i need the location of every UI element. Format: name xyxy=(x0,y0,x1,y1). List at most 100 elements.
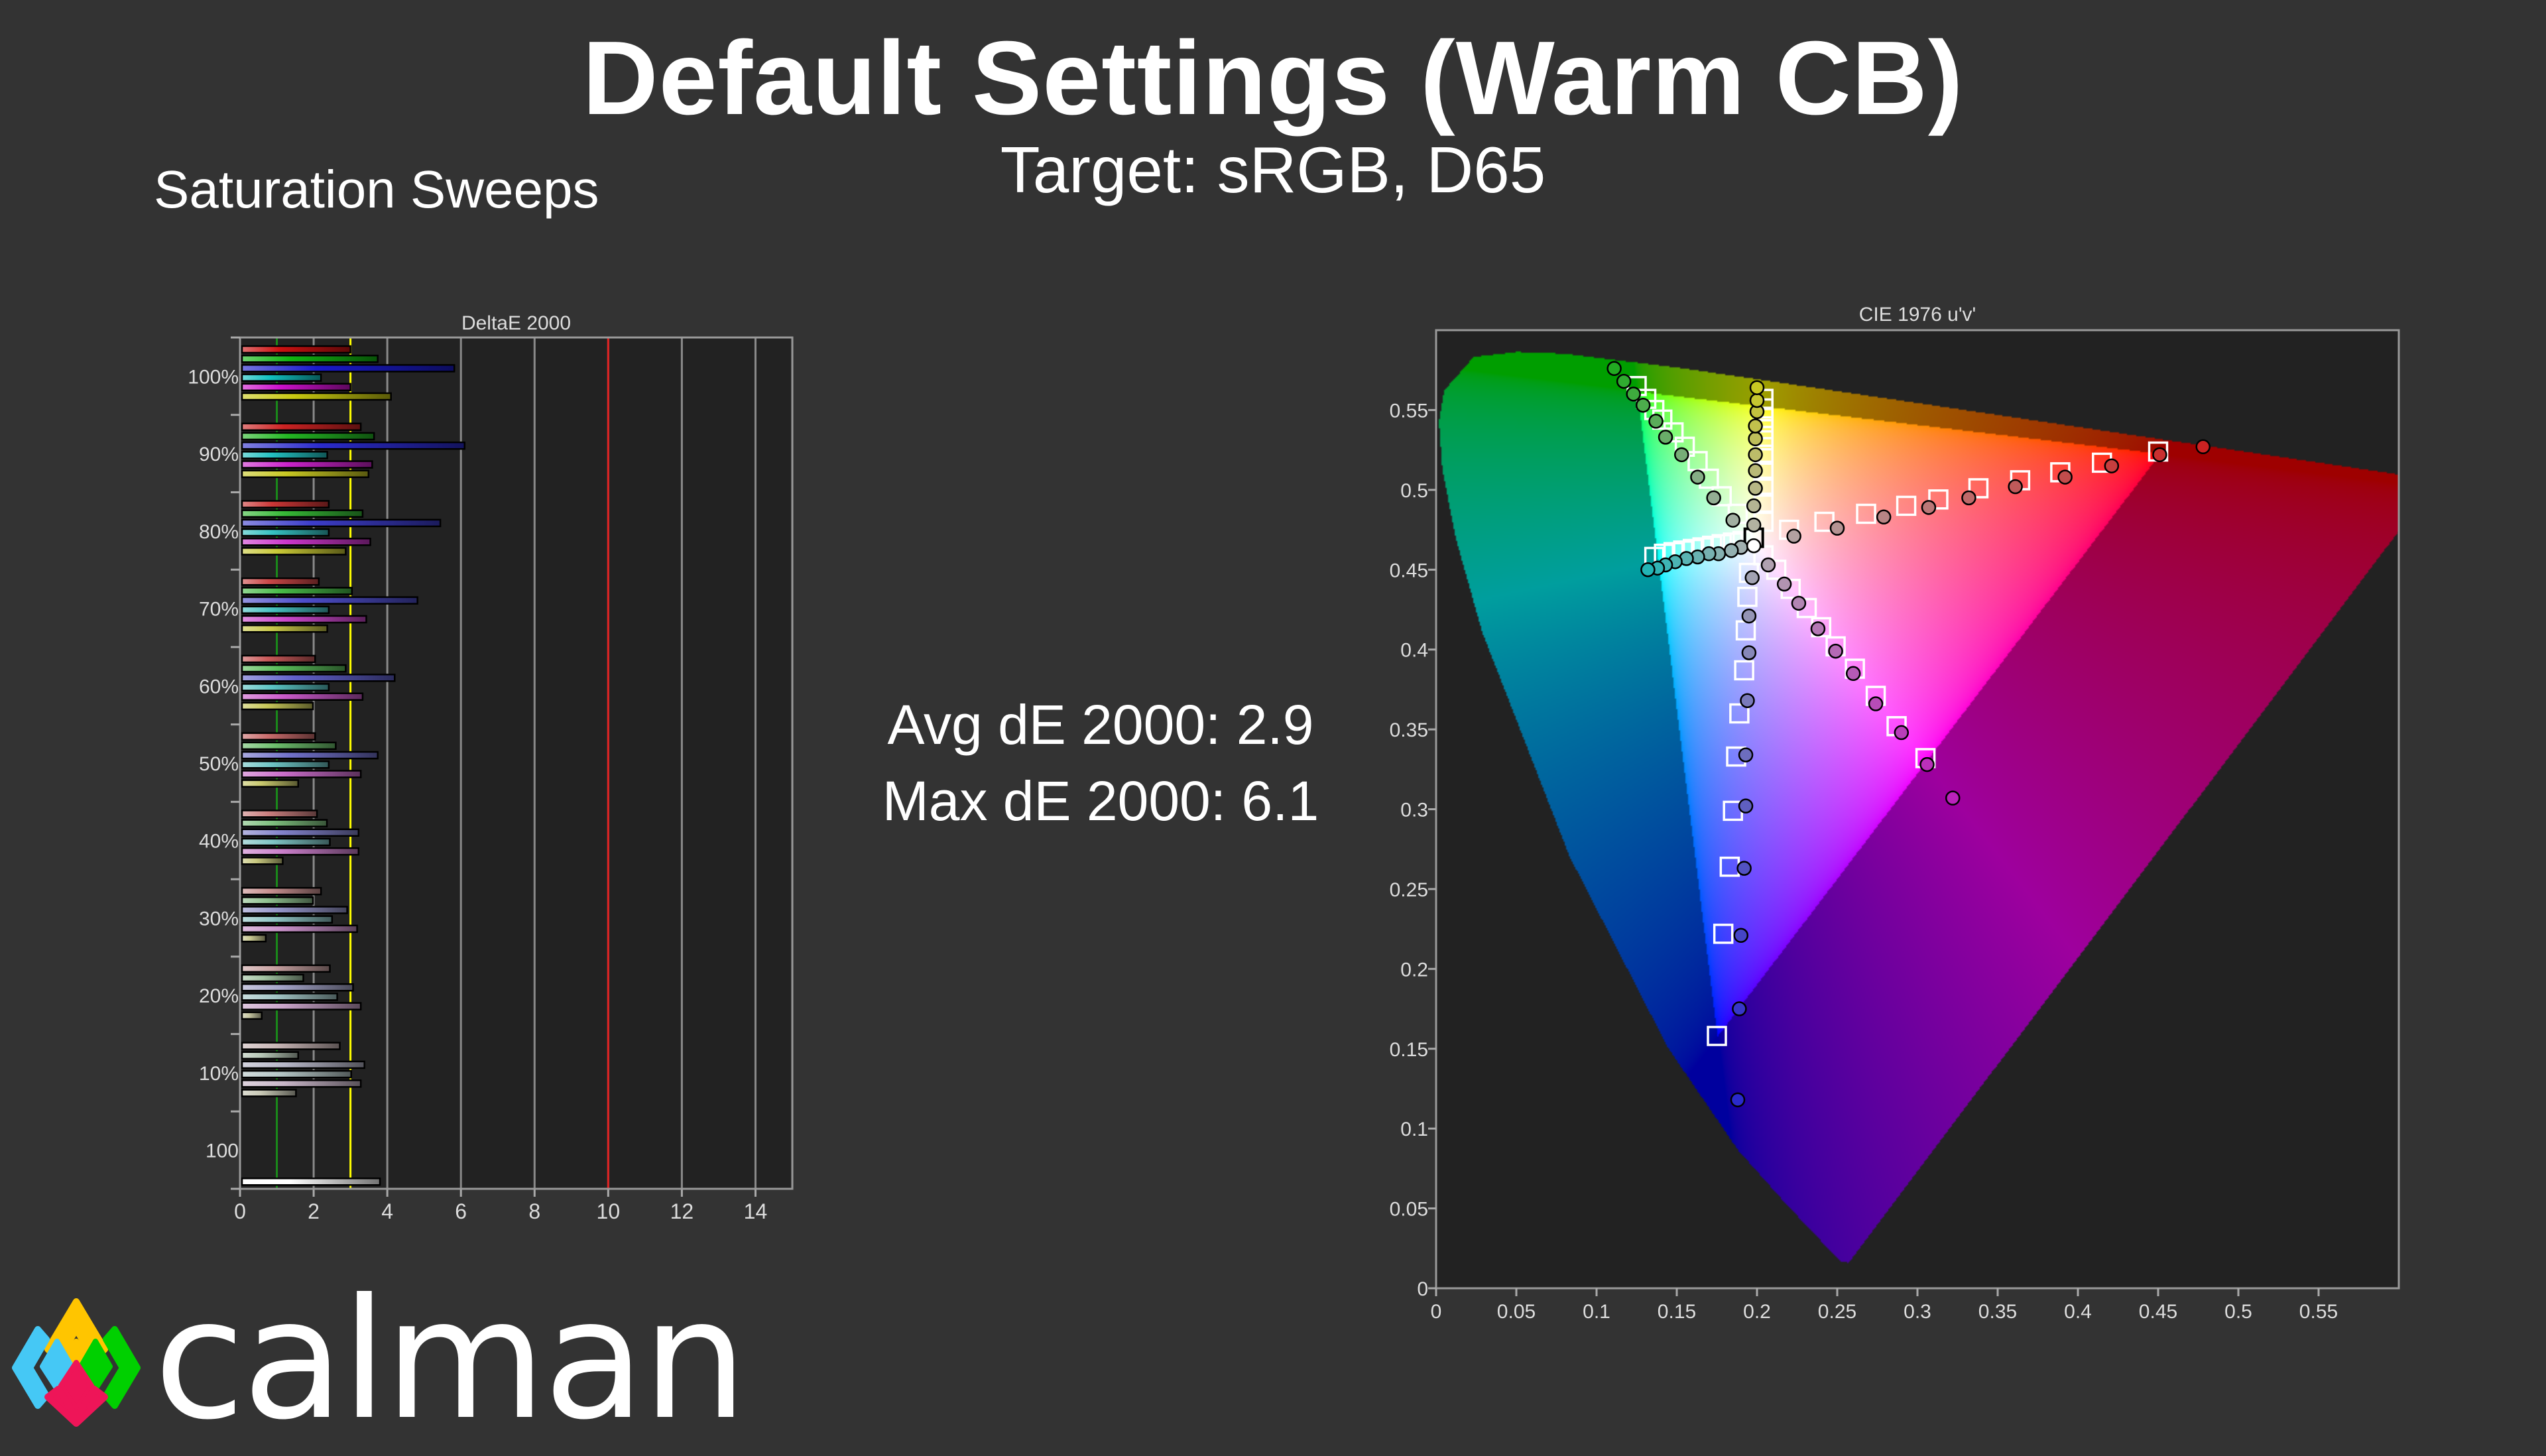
bar-magenta-30% xyxy=(241,924,358,934)
measured-point-cyan xyxy=(1724,543,1739,558)
bar-magenta-20% xyxy=(241,1002,362,1010)
cie-x-tick-label: 0.55 xyxy=(2299,1301,2338,1323)
measured-point-yellow xyxy=(1748,431,1763,447)
measured-point-blue xyxy=(1732,1001,1747,1016)
target-marker-red xyxy=(1928,489,1949,510)
bar-green-40% xyxy=(241,819,328,827)
bar-blue-40% xyxy=(241,828,360,837)
cie-y-tick-label: 0.5 xyxy=(1400,480,1428,502)
section-label: Saturation Sweeps xyxy=(154,160,599,219)
bar-cyan-60% xyxy=(241,683,330,692)
bar-blue-30% xyxy=(241,906,348,914)
target-marker-blue xyxy=(1713,924,1734,944)
bar-green-60% xyxy=(241,664,347,673)
bar-category-label: 10% xyxy=(199,1063,239,1085)
cie-x-tick-label: 0.5 xyxy=(2224,1301,2252,1323)
bar-magenta-70% xyxy=(241,615,367,624)
cie-y-tick-label: 0.15 xyxy=(1390,1039,1428,1061)
measured-point-blue xyxy=(1738,798,1754,814)
measured-point-yellow xyxy=(1746,498,1762,514)
bar-green-10% xyxy=(241,1051,299,1060)
bar-category-label: 60% xyxy=(199,676,239,698)
measured-point-yellow xyxy=(1746,517,1762,533)
bar-yellow-10% xyxy=(241,1089,297,1097)
cie-x-tick-label: 0.45 xyxy=(2139,1301,2177,1323)
cie-x-tick-label: 0.1 xyxy=(1583,1301,1610,1323)
bar-blue-10% xyxy=(241,1060,365,1069)
measured-point-magenta xyxy=(1760,557,1776,573)
bar-yellow-50% xyxy=(241,779,299,788)
bar-blue-100% xyxy=(241,364,455,373)
bar-green-70% xyxy=(241,587,353,595)
bar-blue-20% xyxy=(241,983,354,992)
measured-point-green xyxy=(1690,469,1705,485)
measured-point-magenta xyxy=(1919,757,1935,772)
bar-magenta-100% xyxy=(241,383,351,392)
target-marker-blue xyxy=(1737,586,1758,607)
cie-y-tick-label: 0.35 xyxy=(1390,719,1428,741)
measured-point-red xyxy=(2057,469,2073,485)
cie-y-tick-label: 0.4 xyxy=(1400,640,1428,662)
bar-x-tick-label: 0 xyxy=(234,1199,246,1223)
bar-red-100% xyxy=(241,345,351,354)
bar-green-50% xyxy=(241,741,337,751)
bar-magenta-90% xyxy=(241,460,373,469)
measured-point-blue xyxy=(1741,608,1757,624)
bar-yellow-100% xyxy=(241,392,392,401)
cie-x-tick-label: 0.15 xyxy=(1658,1301,1696,1323)
measured-point-red xyxy=(1829,520,1845,536)
bar-red-90% xyxy=(241,422,362,431)
bar-magenta-60% xyxy=(241,692,364,701)
bar-category-label: 100 xyxy=(206,1140,239,1162)
bar-green-80% xyxy=(241,509,364,518)
bar-yellow-40% xyxy=(241,857,284,865)
bar-yellow-30% xyxy=(241,934,267,943)
measured-point-yellow xyxy=(1748,447,1763,463)
bar-category-label: 70% xyxy=(199,599,239,621)
cie-x-tick-label: 0.3 xyxy=(1904,1301,1931,1323)
bar-red-20% xyxy=(241,964,331,973)
bar-x-tick-label: 4 xyxy=(381,1199,393,1223)
measured-point-red xyxy=(1786,528,1801,544)
measured-point-blue xyxy=(1741,645,1757,660)
target-marker-blue xyxy=(1729,703,1750,724)
measured-point-yellow xyxy=(1748,463,1763,479)
bar-x-tick-label: 14 xyxy=(744,1199,768,1223)
bar-green-100% xyxy=(241,354,379,363)
bar-category-label: 20% xyxy=(199,985,239,1007)
target-marker-blue xyxy=(1707,1026,1727,1046)
measured-point-blue xyxy=(1738,747,1754,762)
bar-green-30% xyxy=(241,896,314,905)
bar-x-tick-label: 6 xyxy=(455,1199,467,1223)
bar-red-10% xyxy=(241,1042,341,1050)
target-marker-red xyxy=(1968,478,1989,499)
measured-point-magenta xyxy=(1894,725,1909,741)
bar-magenta-40% xyxy=(241,847,360,856)
measured-point-green xyxy=(1706,490,1721,506)
bar-plot-border xyxy=(239,336,794,1190)
bar-blue-80% xyxy=(241,518,442,528)
measured-point-magenta xyxy=(1828,643,1843,659)
bar-cyan-30% xyxy=(241,915,333,924)
cie-x-tick-label: 0.4 xyxy=(2064,1301,2092,1323)
bar-magenta-10% xyxy=(241,1079,362,1088)
bar-cyan-100% xyxy=(241,373,322,382)
cie-x-tick-label: 0 xyxy=(1431,1301,1442,1323)
bar-blue-90% xyxy=(241,441,466,450)
bar-cyan-90% xyxy=(241,451,328,459)
cie-x-tick-label: 0.35 xyxy=(1978,1301,2017,1323)
calman-logo-icon xyxy=(12,1298,141,1427)
bar-red-30% xyxy=(241,886,322,896)
cie-y-tick-label: 0 xyxy=(1417,1278,1428,1300)
bar-blue-60% xyxy=(241,674,396,682)
measured-point-magenta xyxy=(1845,666,1861,682)
target-marker-blue xyxy=(1735,620,1756,641)
bar-yellow-80% xyxy=(241,547,347,556)
measured-point-yellow xyxy=(1748,481,1763,496)
avg-de-stat: Avg dE 2000: 2.9 xyxy=(887,694,1314,756)
cie-chart-title: CIE 1976 u'v' xyxy=(1859,304,1976,326)
bar-magenta-80% xyxy=(241,538,371,546)
bar-blue-50% xyxy=(241,751,379,760)
bar-cyan-10% xyxy=(241,1069,352,1079)
measured-point-cyan xyxy=(1640,562,1656,577)
